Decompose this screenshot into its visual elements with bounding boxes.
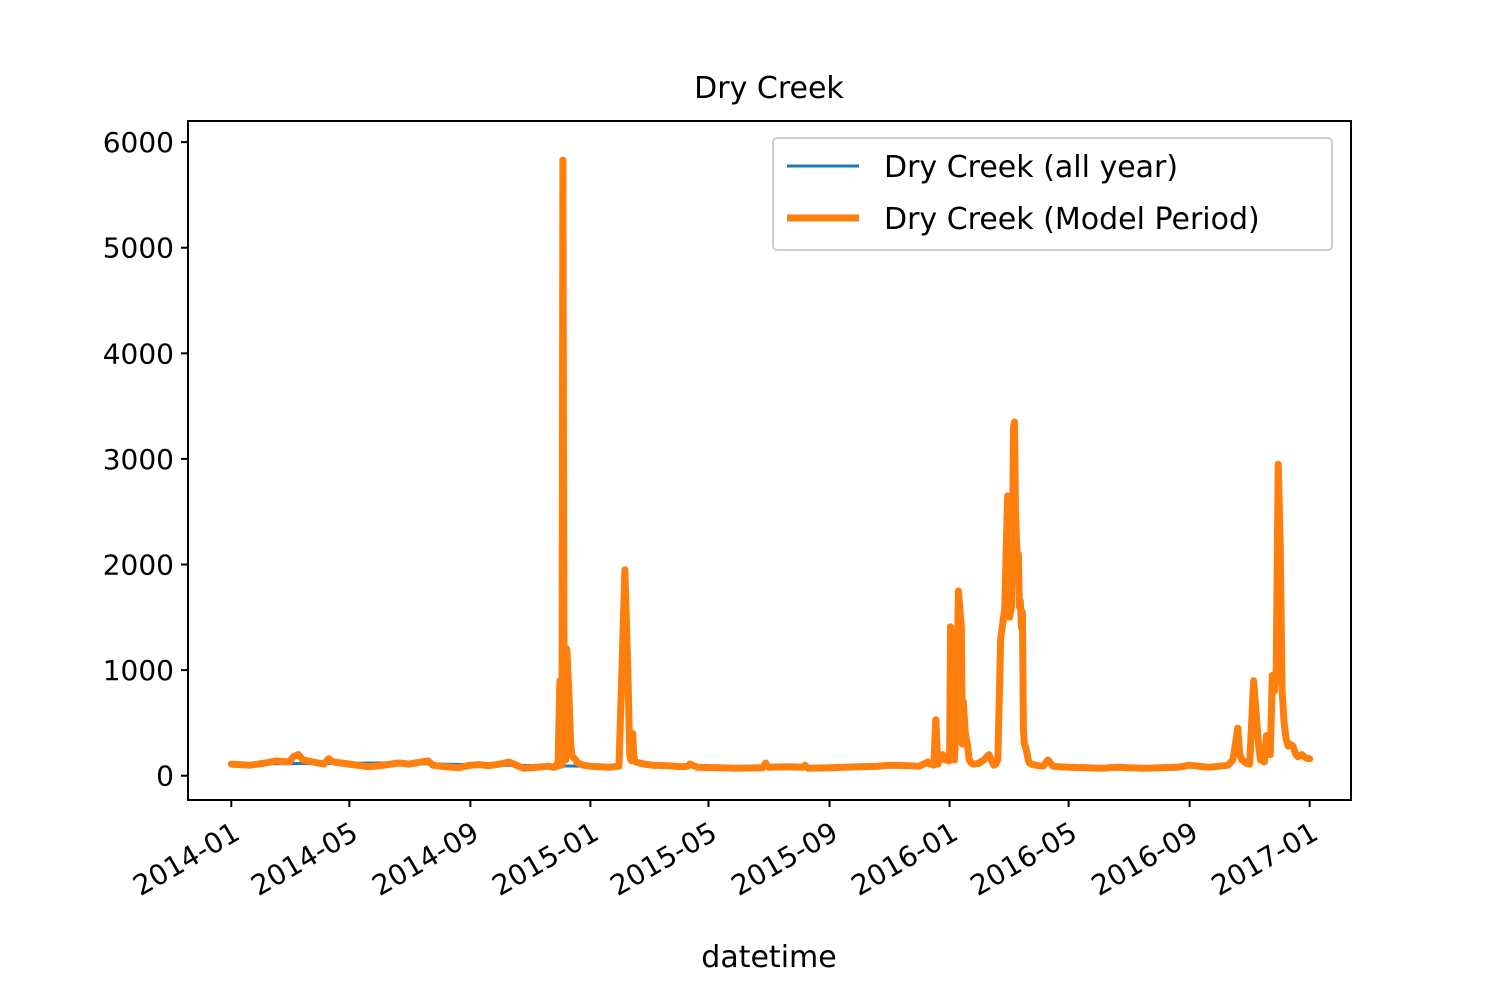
y-tick-label: 6000	[103, 126, 174, 159]
x-axis-title: datetime	[701, 940, 836, 975]
y-tick-label: 3000	[103, 443, 174, 476]
y-tick-label: 0	[156, 760, 174, 793]
legend-box	[772, 137, 1333, 251]
legend-label-all-year: Dry Creek (all year)	[884, 150, 1178, 185]
y-tick-label: 5000	[103, 232, 174, 265]
series-line-1	[227, 156, 1314, 772]
plot-area-frame	[187, 120, 1352, 801]
chart-title: Dry Creek	[694, 71, 844, 106]
y-tick-label: 1000	[103, 654, 174, 687]
y-tick-label: 2000	[103, 549, 174, 582]
y-axis: 0 1000 2000 3000 4000 5000 6000	[103, 126, 188, 793]
legend-label-model-period: Dry Creek (Model Period)	[884, 202, 1260, 237]
series-lines	[227, 156, 1314, 772]
legend: Dry Creek (all year) Dry Creek (Model Pe…	[772, 137, 1333, 251]
y-tick-label: 4000	[103, 337, 174, 370]
